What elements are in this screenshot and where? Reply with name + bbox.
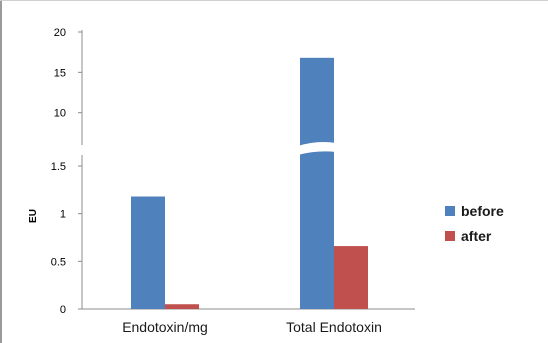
legend-swatch-before [445,206,455,216]
legend-label-after: after [461,228,492,244]
legend-swatch-after [445,231,455,241]
y-tick-label: 20 [54,27,66,39]
y-axis-label: EU [28,209,39,223]
bar-after [165,304,199,309]
category-label: Total Endotoxin [286,319,382,335]
y-tick-label: 10 [54,108,66,120]
y-tick-label: 0.5 [51,256,66,268]
category-labels: Endotoxin/mg Total Endotoxin [122,319,382,335]
legend-label-before: before [461,203,504,219]
bar-before [300,57,334,310]
y-tick-label: 1.5 [51,161,66,173]
category-label: Endotoxin/mg [122,319,208,335]
legend: before after [445,203,504,244]
y-tick-label: 0 [60,304,66,316]
axis-break-gap [298,142,336,155]
bar-before [131,196,165,309]
bars [131,57,368,310]
chart-frame-top [0,0,548,1]
y-tick-label: 1 [60,209,66,221]
y-axis-break [78,145,86,155]
y-tick-label: 15 [54,67,66,79]
chart-frame-left [0,0,2,343]
bar-after [334,246,368,309]
y-ticks: 0 0.5 1 1.5 10 15 20 [51,27,86,316]
